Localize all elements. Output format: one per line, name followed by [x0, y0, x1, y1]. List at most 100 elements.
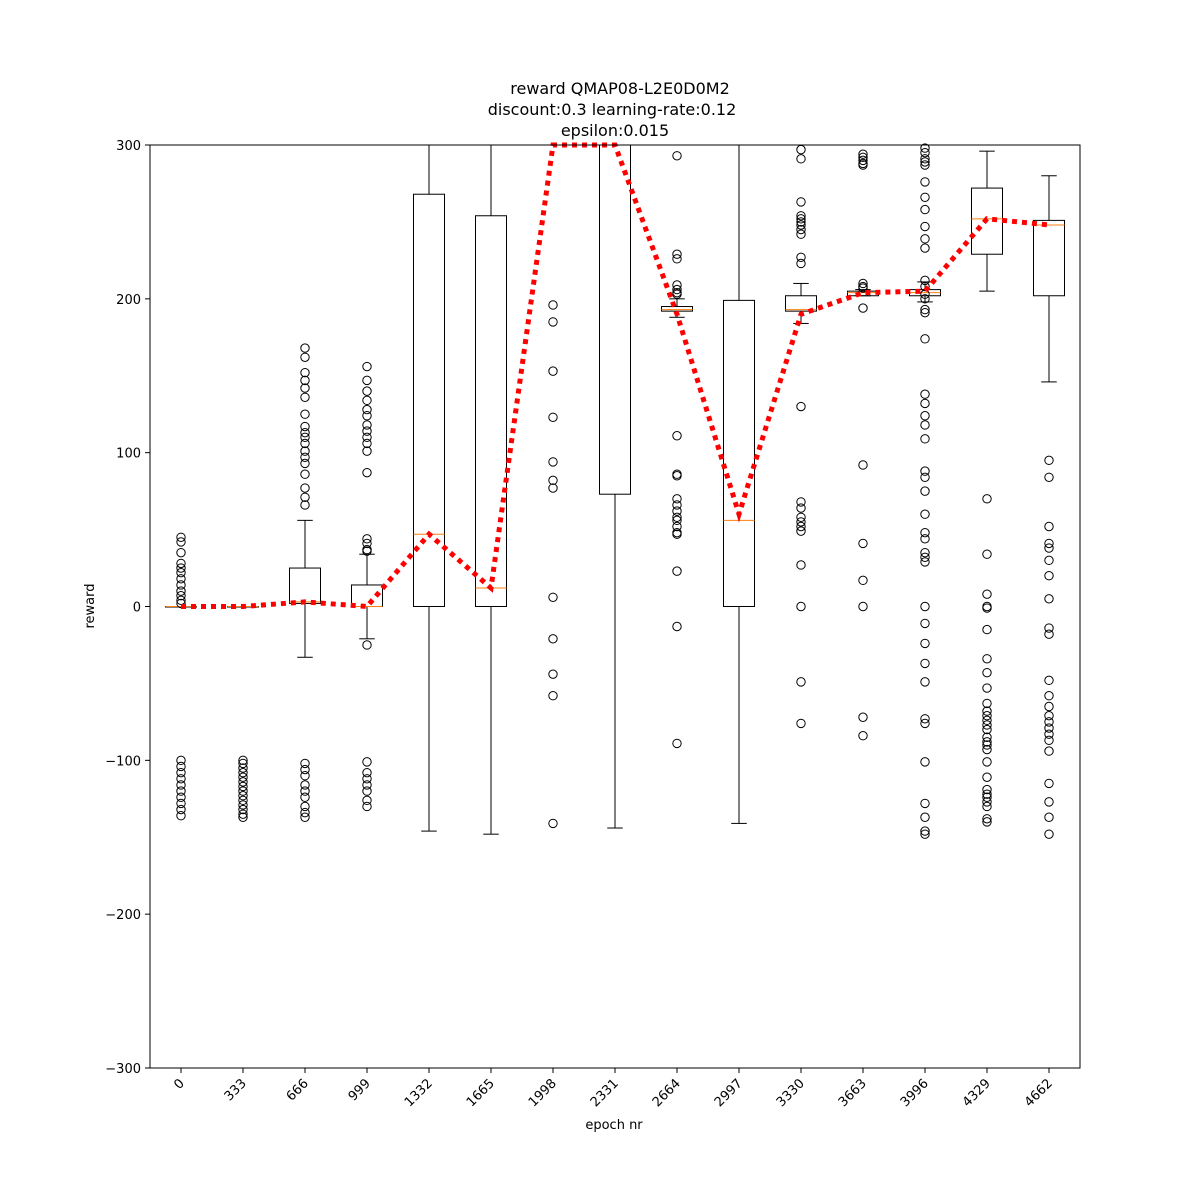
outlier-point — [920, 147, 930, 158]
outlier-point — [796, 677, 806, 687]
outlier-point — [548, 317, 558, 327]
outlier-point — [362, 411, 372, 421]
outlier-point — [920, 601, 930, 612]
outlier-point — [238, 772, 248, 782]
x-axis-label: epoch nr — [585, 1118, 643, 1133]
outlier-point — [920, 534, 930, 544]
outlier-point — [1044, 746, 1054, 756]
outlier-point — [672, 512, 682, 522]
x-tick-label: 999 — [346, 1076, 374, 1104]
outlier-point — [920, 334, 930, 344]
outlier-point — [176, 558, 186, 569]
outlier-point — [858, 575, 868, 586]
outlier-point — [796, 401, 806, 412]
outlier-point — [1044, 691, 1054, 701]
outlier-point — [920, 294, 930, 304]
y-tick-label: 0 — [133, 601, 141, 616]
outlier-point — [300, 786, 310, 796]
outlier-point — [238, 758, 248, 769]
outlier-point — [176, 755, 186, 766]
outlier-point — [672, 431, 682, 441]
outlier-point — [300, 458, 310, 469]
box-group — [475, 145, 507, 835]
x-tick-label: 2664 — [650, 1076, 684, 1110]
outlier-point — [362, 446, 372, 456]
outlier-point — [300, 492, 310, 502]
y-tick-label: 100 — [116, 447, 141, 462]
outlier-point — [920, 243, 930, 253]
outlier-point — [920, 618, 930, 629]
outlier-point — [548, 366, 558, 376]
outlier-point — [672, 494, 682, 504]
outlier-point — [672, 529, 682, 539]
outlier-point — [548, 475, 558, 486]
outlier-point — [362, 767, 372, 778]
outlier-point — [982, 698, 992, 709]
outlier-point — [300, 807, 310, 818]
outlier-point — [672, 738, 682, 749]
outlier-point — [238, 786, 248, 796]
chart-title-line-2: discount:0.3 learning-rate:0.12 — [488, 100, 737, 119]
outlier-point — [362, 395, 372, 406]
outlier-point — [548, 818, 558, 829]
outlier-point — [1044, 543, 1054, 553]
outlier-point — [982, 744, 992, 755]
outlier-point — [982, 724, 992, 735]
outlier-point — [982, 797, 992, 807]
outlier-point — [920, 718, 930, 729]
outlier-point — [176, 574, 186, 584]
outlier-point — [920, 466, 930, 476]
outlier-point — [982, 789, 992, 799]
outlier-point — [796, 517, 806, 527]
outlier-point — [796, 497, 806, 507]
outlier-point — [858, 460, 868, 470]
outlier-point — [176, 792, 186, 802]
box-group — [165, 532, 197, 821]
y-tick-label: −300 — [105, 1062, 141, 1077]
y-tick-label: −100 — [105, 754, 141, 769]
outlier-point — [1044, 717, 1054, 727]
boxes-layer — [165, 143, 1065, 839]
x-tick-label: 1332 — [402, 1076, 436, 1110]
outlier-point — [920, 275, 930, 286]
outlier-point — [796, 211, 806, 221]
outlier-point — [796, 521, 806, 532]
outlier-point — [548, 592, 558, 602]
outlier-point — [176, 774, 186, 784]
box-iqr — [599, 144, 631, 495]
x-tick-label: 2331 — [588, 1076, 622, 1110]
outlier-point — [920, 160, 930, 170]
outlier-point — [920, 472, 930, 482]
outlier-point — [1044, 629, 1054, 639]
outlier-point — [1044, 555, 1054, 566]
box-group — [599, 144, 631, 829]
outlier-point — [858, 601, 868, 612]
outlier-point — [982, 784, 992, 795]
outlier-point — [858, 155, 868, 166]
outlier-point — [982, 549, 992, 559]
x-tick-label: 3996 — [898, 1076, 932, 1110]
outlier-point — [548, 669, 558, 679]
outlier-point — [362, 426, 372, 436]
outlier-point — [300, 771, 310, 781]
outlier-point — [982, 711, 992, 721]
outlier-point — [300, 764, 310, 775]
box-group — [289, 343, 321, 822]
outlier-point — [300, 801, 310, 812]
outlier-point — [300, 343, 310, 353]
x-tick-label: 666 — [284, 1076, 312, 1104]
outlier-point — [548, 691, 558, 701]
outlier-point — [238, 800, 248, 810]
outlier-point — [920, 826, 930, 836]
outlier-point — [300, 500, 310, 510]
outlier-point — [672, 515, 682, 526]
outlier-point — [300, 392, 310, 402]
outlier-point — [920, 154, 930, 164]
outlier-point — [672, 254, 682, 264]
outlier-point — [1044, 538, 1054, 549]
outlier-point — [176, 586, 186, 596]
outlier-point — [920, 304, 930, 315]
outlier-point — [920, 307, 930, 318]
outlier-point — [920, 143, 930, 153]
outlier-point — [1044, 711, 1054, 721]
